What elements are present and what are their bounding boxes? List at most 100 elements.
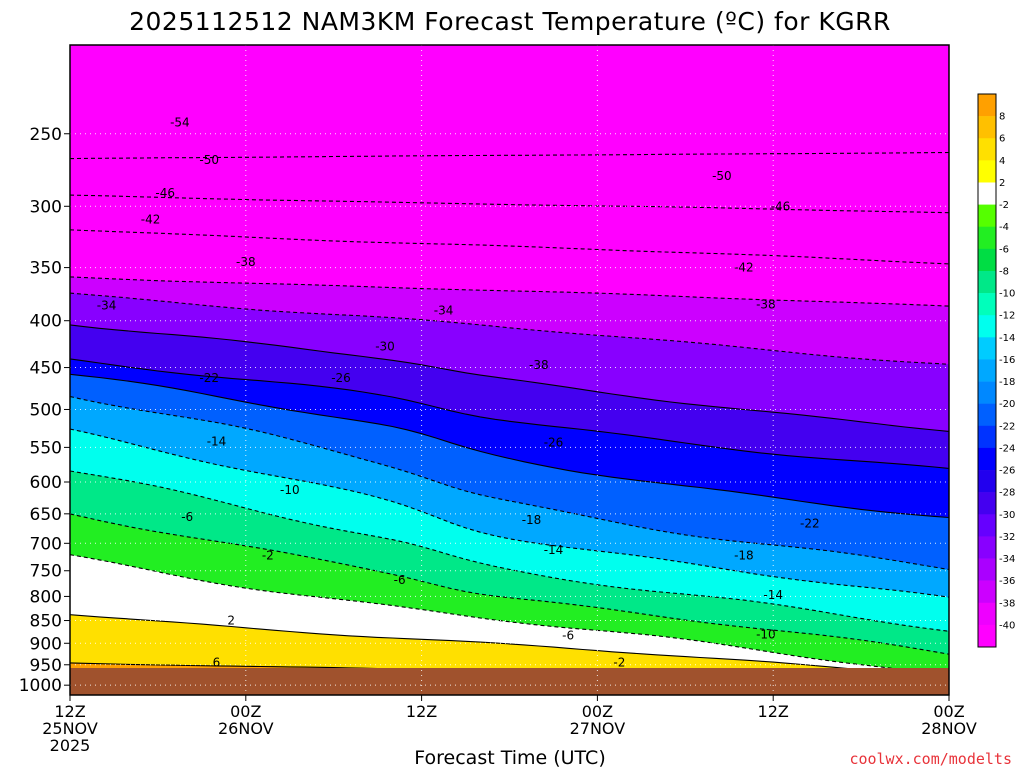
contour--30 [70, 324, 949, 432]
contour-labels: -54-50-46-42-38-34 -34-30-26-22-38-14-10-… [97, 116, 820, 670]
x-tick-label: 28NOV [921, 719, 977, 738]
contour-label: -2 [262, 549, 274, 563]
contour-label: -2 [613, 655, 625, 669]
contour-label: -50 [199, 153, 219, 167]
colorbar-swatch [978, 381, 996, 404]
colorbar-tick-label: -28 [999, 488, 1015, 499]
colorbar-swatch [978, 602, 996, 626]
colorbar-tick-label: 8 [999, 112, 1005, 123]
colorbar-legend: 8 6 4 2 -2 -4 -6 -8 -10 -12 -14 -16 -18 -20 -22 -24 -26 -… [977, 93, 1015, 648]
contour-label: -14 [544, 543, 564, 557]
contour-label: -6 [562, 629, 574, 643]
credit-text: coolwx.com/modelts [849, 750, 1012, 768]
y-tick-label-550: 550 [30, 438, 62, 458]
colorbar-swatch [978, 359, 996, 382]
y-tick-label-450: 450 [30, 359, 62, 379]
colorbar-tick-label: -24 [999, 443, 1015, 454]
plot-frame [69, 44, 950, 696]
colorbar-swatch [978, 315, 996, 338]
colorbar-swatch [978, 94, 996, 117]
contour--18 [70, 395, 949, 571]
contour-label: -50 [712, 169, 732, 183]
colorbar-swatch [978, 270, 996, 294]
colorbar-tick-label: -8 [999, 267, 1009, 278]
colorbar-tick-label: -4 [999, 222, 1009, 233]
x-tick-label: 25NOV [42, 719, 98, 738]
y-tick-label-1000: 1000 [19, 676, 62, 696]
contour-label: -38 [236, 255, 256, 269]
contour--6 [70, 513, 949, 655]
colorbar-swatch [978, 447, 996, 471]
y-tick-label-650: 650 [30, 505, 62, 525]
contour-label: -38 [756, 298, 776, 312]
contour-label: -14 [763, 588, 783, 602]
colorbar-swatch [978, 492, 996, 515]
y-tick-label-300: 300 [30, 197, 62, 217]
y-tick-label-950: 950 [30, 656, 62, 676]
contour-label: -46 [771, 199, 791, 213]
colorbar-tick-label: -14 [999, 333, 1015, 344]
y-tick-label-350: 350 [30, 259, 62, 279]
contour-label: -46 [155, 186, 175, 200]
colorbar-swatch [978, 624, 996, 648]
colorbar-frame [977, 93, 997, 648]
y-tick-label-600: 600 [30, 473, 62, 493]
colorbar-tick-label: -40 [999, 620, 1015, 631]
x-tick-label: 26NOV [218, 719, 274, 738]
y-tick-label-800: 800 [30, 587, 62, 607]
colorbar-swatch [978, 293, 996, 316]
contour-label: -18 [734, 549, 754, 563]
y-tick-label-250: 250 [30, 125, 62, 145]
x-tick-label: 00Z [230, 702, 261, 721]
contour--22 [70, 373, 949, 519]
contour-label: -26 [544, 435, 564, 449]
x-tick-label: 27NOV [570, 719, 626, 738]
x-tick-label: 12Z [54, 702, 85, 721]
x-axis-label: Forecast Time (UTC) [414, 747, 605, 768]
contour-label: -42 [141, 212, 161, 226]
colorbar-tick-label: -26 [999, 466, 1015, 477]
colorbar-tick-label: 2 [999, 178, 1005, 189]
contour-label: -38 [529, 358, 549, 372]
colorbar-tick-label: -2 [999, 200, 1009, 211]
contour-label: -34 [434, 304, 454, 318]
x-tick-label: 2025 [50, 736, 91, 755]
colorbar-swatch [978, 138, 996, 161]
contour-2 [70, 614, 949, 678]
ground-surface [70, 668, 949, 695]
colorbar-swatch [978, 536, 996, 559]
y-tick-label-400: 400 [30, 312, 62, 332]
x-tick-label: 12Z [758, 702, 789, 721]
y-tick-label-850: 850 [30, 612, 62, 632]
colorbar-tick-label: -38 [999, 598, 1015, 609]
colorbar-tick-label: -20 [999, 399, 1015, 410]
x-tick-label: 00Z [933, 702, 964, 721]
contour-label: -30 [375, 340, 395, 354]
contour--34 [70, 292, 949, 365]
contour-label: -42 [734, 261, 754, 275]
colorbar-tick-label: 4 [999, 156, 1005, 167]
temperature-bands [70, 152, 949, 695]
contour--2 [70, 554, 949, 676]
colorbar-swatch [978, 514, 996, 537]
y-tick-label-750: 750 [30, 562, 62, 582]
colorbar-tick-label: -10 [999, 289, 1015, 300]
y-tick-label-900: 900 [30, 634, 62, 654]
colorbar-tick-label: -34 [999, 554, 1015, 565]
contour-label: 6 [213, 656, 221, 670]
colorbar-tick-label: -6 [999, 244, 1009, 255]
colorbar-tick-label: -30 [999, 510, 1015, 521]
colorbar-swatch [978, 248, 996, 272]
contour-label: -22 [800, 517, 820, 531]
y-axis-pressure: 2503003504004505005506006507007508008509… [19, 125, 70, 696]
contour--10 [70, 470, 949, 632]
colorbar-swatch [978, 470, 996, 493]
contour--26 [70, 358, 949, 469]
chart-title: 2025112512 NAM3KM Forecast Temperature (… [129, 7, 891, 36]
colorbar-swatch [978, 226, 996, 250]
contour-label: -22 [199, 371, 219, 385]
contour-label: 2 [227, 614, 235, 628]
contour-label: -14 [207, 435, 227, 449]
colorbar-swatch [978, 425, 996, 449]
